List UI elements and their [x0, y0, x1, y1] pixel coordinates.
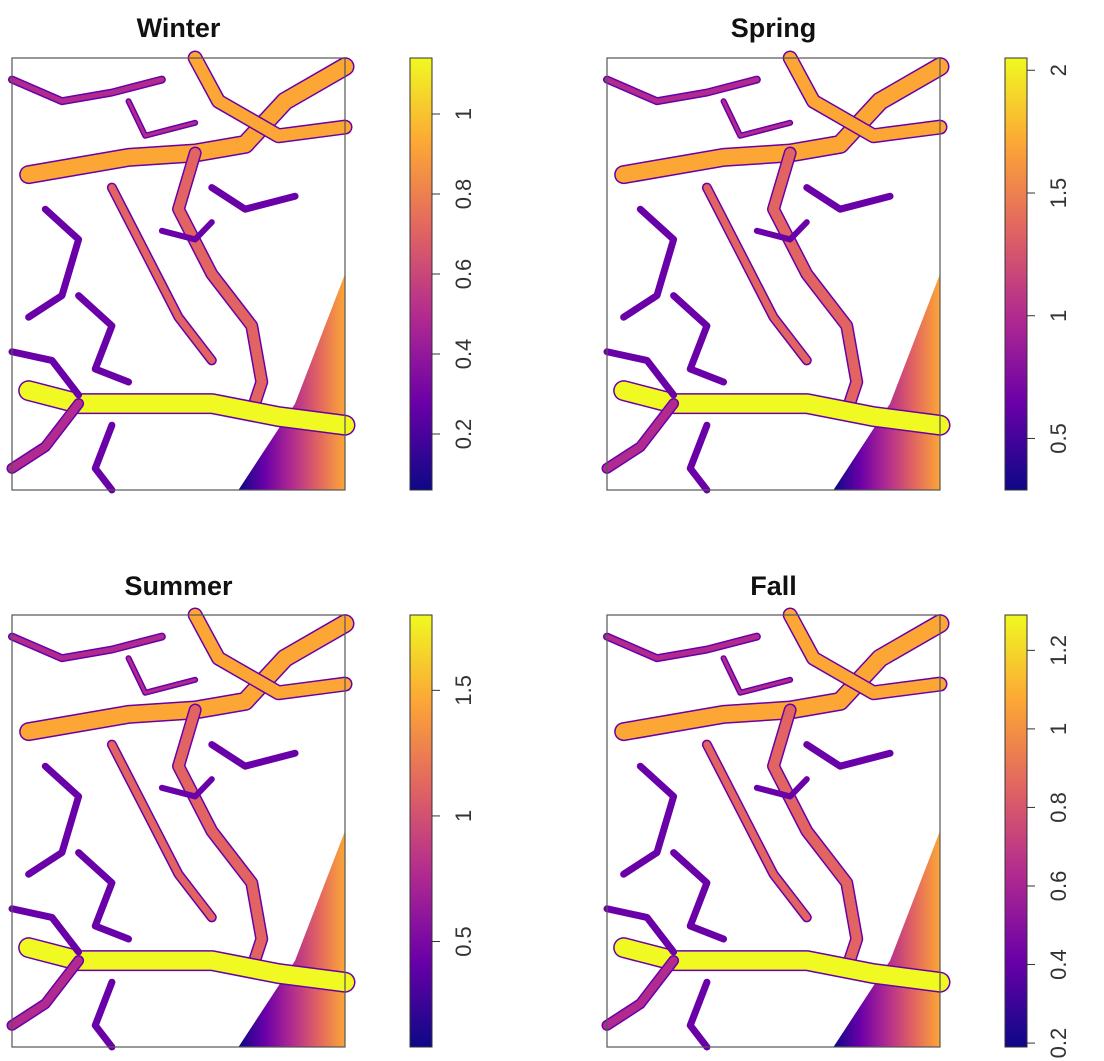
channel	[127, 656, 197, 695]
map	[601, 607, 951, 1051]
channel	[10, 349, 81, 397]
channel	[604, 77, 760, 104]
channel	[688, 423, 709, 492]
channel	[76, 293, 131, 384]
channel	[127, 99, 197, 138]
channel	[160, 220, 214, 241]
map-frame	[606, 57, 941, 491]
channel	[173, 705, 267, 975]
channel	[614, 381, 949, 435]
channel	[804, 742, 893, 769]
channel	[108, 184, 216, 364]
channel	[703, 741, 811, 921]
colorbar-tick-label: 1	[1046, 723, 1071, 735]
channel	[8, 399, 83, 473]
channel	[621, 207, 676, 320]
colorbar-tick-label: 1.5	[451, 675, 476, 706]
channel	[19, 381, 354, 435]
panel-title: Summer	[124, 571, 233, 601]
map-frame	[606, 614, 941, 1048]
channel	[189, 52, 351, 142]
colorbar-tick-label: 1	[1046, 310, 1071, 322]
channel	[605, 906, 676, 954]
map-frame	[11, 614, 346, 1048]
channel	[9, 634, 165, 661]
channel	[621, 764, 676, 877]
colorbar-tick-label: 0.4	[1046, 949, 1071, 980]
colorbar-tick-label: 1.5	[1046, 178, 1071, 209]
channel	[209, 185, 298, 212]
colorbar	[1004, 57, 1028, 491]
colorbar-tick-label: 1	[451, 810, 476, 822]
colorbar-tick-label: 0.8	[1046, 792, 1071, 823]
channel	[10, 906, 81, 954]
channel	[9, 77, 165, 104]
ocean	[238, 831, 345, 1047]
map-frame	[11, 57, 346, 491]
colorbar-tick-label: 0.2	[1046, 1028, 1071, 1059]
channel	[688, 980, 709, 1049]
channel	[603, 956, 678, 1030]
colorbar-tick-label: 1.2	[1046, 635, 1071, 666]
channel	[26, 207, 81, 320]
colorbar	[1004, 614, 1028, 1048]
channel	[768, 705, 862, 975]
channel	[804, 185, 893, 212]
channel	[755, 220, 809, 241]
channel	[768, 148, 862, 418]
ocean	[833, 831, 940, 1047]
colorbar	[409, 57, 433, 491]
channel	[93, 980, 114, 1049]
channel	[703, 184, 811, 364]
channel	[605, 349, 676, 397]
colorbar-tick-label: 0.6	[1046, 871, 1071, 902]
panel-title: Fall	[750, 571, 797, 601]
ocean	[833, 274, 940, 490]
channel	[160, 777, 214, 798]
channel	[19, 938, 354, 992]
channel	[671, 850, 726, 941]
channel	[722, 99, 792, 138]
channel	[671, 293, 726, 384]
map	[6, 50, 356, 494]
channel	[189, 609, 351, 699]
colorbar-tick-label: 0.5	[1046, 423, 1071, 454]
colorbar-tick-label: 0.5	[451, 926, 476, 957]
channel	[209, 742, 298, 769]
channel	[26, 764, 81, 877]
colorbar-tick-label: 2	[1046, 64, 1071, 76]
colorbar-tick-label: 0.8	[451, 179, 476, 210]
channel	[76, 850, 131, 941]
channel	[722, 656, 792, 695]
channel	[784, 52, 946, 142]
channel	[8, 956, 83, 1030]
colorbar-tick-label: 0.6	[451, 259, 476, 290]
channel	[604, 634, 760, 661]
channel	[614, 938, 949, 992]
channel	[108, 741, 216, 921]
channel	[93, 423, 114, 492]
colorbar	[409, 614, 433, 1048]
map	[601, 50, 951, 494]
ocean	[238, 274, 345, 490]
channel	[603, 399, 678, 473]
panel-title: Spring	[731, 13, 817, 43]
channel	[784, 609, 946, 699]
colorbar-tick-label: 0.4	[451, 339, 476, 370]
colorbar-tick-label: 1	[451, 108, 476, 120]
panel-title: Winter	[137, 13, 221, 43]
colorbar-tick-label: 0.2	[451, 419, 476, 450]
channel	[755, 777, 809, 798]
map	[6, 607, 356, 1051]
channel	[173, 148, 267, 418]
